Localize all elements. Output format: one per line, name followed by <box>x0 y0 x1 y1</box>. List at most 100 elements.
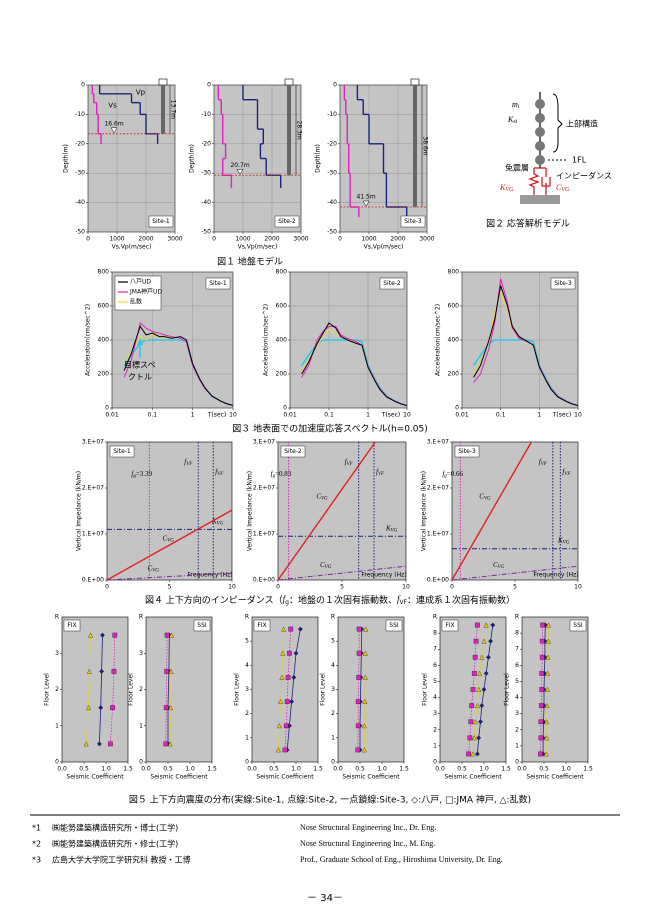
y-tick-label: 4 <box>433 694 437 701</box>
building-top <box>284 78 294 86</box>
symbol: K <box>507 115 514 124</box>
y-tick-label: 1.E+07 <box>427 531 449 538</box>
data-point <box>472 719 478 725</box>
data-point <box>476 735 482 741</box>
data-point <box>539 638 545 644</box>
distribution-line <box>99 635 103 744</box>
site-box <box>400 215 426 228</box>
y-tick-label: 0 <box>333 82 337 89</box>
figure-caption: 図１ 地盤モデル <box>217 256 283 268</box>
x-axis-label: Frequency (Hz) <box>361 572 406 579</box>
x-tick-label: 1.5 <box>207 766 217 773</box>
subscript: VG <box>561 187 570 193</box>
data-point <box>475 622 480 628</box>
data-point <box>284 699 290 704</box>
data-point <box>473 638 479 644</box>
fvf-label: fVF <box>539 458 548 468</box>
data-point <box>470 751 476 757</box>
y-tick-label: -20 <box>75 140 85 147</box>
y-tick-label: 1 <box>55 722 59 729</box>
y-tick-label: 8 <box>433 630 437 637</box>
label: 免震層 <box>505 163 529 173</box>
data-point <box>169 632 174 638</box>
data-point <box>539 671 545 676</box>
symbol: f <box>131 470 134 478</box>
subscript: VF <box>564 472 571 477</box>
y-tick-label: 1.E+07 <box>253 531 275 538</box>
x-axis-label: T(sec) <box>381 412 400 419</box>
bedrock-label: 16.6m <box>104 120 123 127</box>
subscript: VF <box>217 472 224 477</box>
data-point <box>108 741 113 747</box>
y-tick-label: 600 <box>448 303 460 310</box>
footnote-ja: ㈱能勢建築構造研究所・修士(工学) <box>52 839 178 849</box>
data-point <box>361 747 367 753</box>
subscript: g <box>444 474 447 479</box>
x-tick-label: 0.01 <box>283 412 297 419</box>
y-tick-label: 2.E+07 <box>82 485 104 492</box>
y-tick-label: 0.E+00 <box>82 577 104 584</box>
data-point <box>356 675 362 680</box>
y-tick-label: 6 <box>515 662 519 669</box>
fvf-label: fVF <box>215 468 224 478</box>
x-tick-label: 1000 <box>361 236 376 243</box>
symbol: f <box>376 468 379 476</box>
data-point <box>285 675 291 680</box>
y-tick-label: -10 <box>201 111 211 118</box>
plot-area <box>251 616 319 763</box>
annotation: クトル <box>128 373 152 382</box>
caption-part: f <box>283 594 287 604</box>
y-tick-label: 3 <box>515 710 519 717</box>
x-tick-label: 1000 <box>109 236 124 243</box>
data-point <box>539 654 545 660</box>
x-tick-label: 0.0 <box>517 766 527 773</box>
x-axis-label: Seismic Coefficient <box>342 774 400 781</box>
y-tick-label: 0 <box>81 82 85 89</box>
c2-line <box>451 565 579 581</box>
subscript: VG <box>484 497 491 502</box>
y-tick-label: 800 <box>276 269 288 276</box>
mode-label: FIX <box>257 622 266 629</box>
y-tick-label: -40 <box>75 199 85 206</box>
y-axis-label: Acceleration(cm/sec^2) <box>263 304 270 376</box>
height-label: 28.3m <box>296 121 303 140</box>
data-point <box>96 741 102 747</box>
data-point <box>83 741 89 747</box>
y-tick-label: -20 <box>327 140 337 147</box>
subscript: VG <box>505 187 514 193</box>
symbol: C <box>163 534 168 542</box>
subscript: VF <box>347 462 354 467</box>
plot-area <box>521 616 589 763</box>
y-tick-label: 800 <box>98 269 110 276</box>
data-point <box>297 626 303 632</box>
data-point <box>289 699 295 704</box>
x-axis-label: Seismic Coefficient <box>526 774 584 781</box>
fg-label: fg=0.66 <box>442 470 463 480</box>
site-box <box>205 277 231 290</box>
data-point <box>474 703 480 708</box>
fg-label: fg=0.83 <box>271 470 292 480</box>
data-point <box>538 735 544 741</box>
ground <box>520 195 560 204</box>
subscript: VG <box>325 565 332 570</box>
data-point <box>544 735 550 741</box>
footnote-en: Nose Structural Engineering Inc., Dr. En… <box>300 823 436 832</box>
data-point <box>163 741 169 747</box>
symbol: C <box>148 564 153 572</box>
symbol: m <box>512 100 518 109</box>
c2-line <box>277 565 407 581</box>
data-point <box>545 622 551 628</box>
data-point <box>479 654 485 660</box>
symbol: f <box>184 458 187 466</box>
x-tick-label: 1.5 <box>583 766 593 773</box>
data-point <box>279 674 285 680</box>
data-point <box>545 686 550 692</box>
symbol: f <box>345 458 348 466</box>
x-axis-label: Frequency (Hz) <box>533 572 578 579</box>
y-tick-label: 3 <box>55 650 59 657</box>
y-tick-label: 2 <box>515 726 519 733</box>
height-label: 38.6m <box>422 136 429 155</box>
y-axis-label: Floor Level <box>128 673 135 706</box>
x-tick-label: 10 <box>402 584 410 591</box>
